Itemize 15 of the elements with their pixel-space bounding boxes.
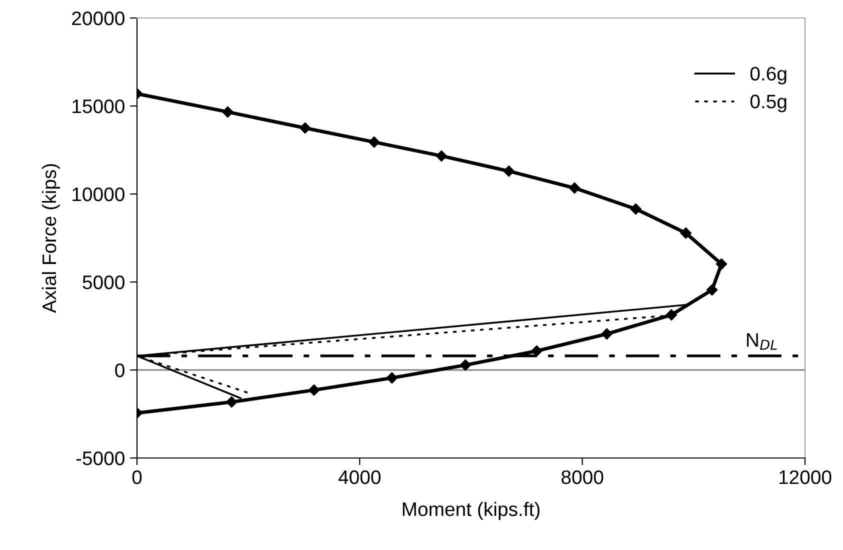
ref-line-label: N$_{DL}$	[747, 333, 777, 350]
y-tick-label: 15000	[72, 99, 124, 114]
y-tick-label: -5000	[76, 451, 124, 466]
legend-label: 0.5g	[750, 94, 786, 112]
y-tick-label: 20000	[72, 11, 124, 26]
y-tick-label: 0	[115, 363, 124, 378]
y-tick-label: 5000	[82, 275, 124, 290]
x-tick-label: 8000	[562, 470, 604, 484]
legend-label: 0.6g	[750, 66, 786, 84]
x-tick-label: 4000	[338, 470, 381, 484]
x-tick-label: 0	[132, 470, 142, 484]
x-axis-title: Moment (kips.ft)	[402, 502, 540, 520]
y-tick-label: 10000	[72, 187, 124, 202]
y-axis-title: Axial Force (kips)	[42, 164, 60, 314]
x-tick-label: 12000	[779, 470, 832, 484]
